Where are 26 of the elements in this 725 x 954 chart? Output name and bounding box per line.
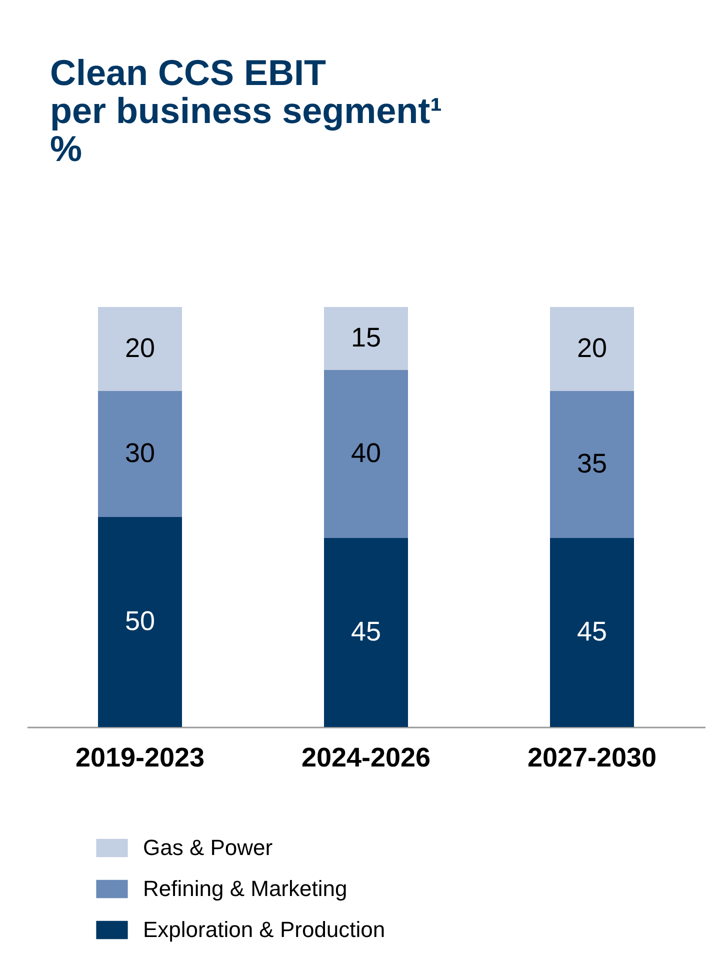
bar: [98, 517, 182, 727]
x-tick-label: 2019-2023: [75, 742, 205, 772]
data-label: 45: [576, 616, 608, 646]
data-label: 35: [576, 448, 608, 478]
legend-label: Exploration & Production: [143, 917, 386, 942]
data-label: 20: [124, 333, 156, 363]
data-label: 15: [350, 322, 382, 352]
legend-label: Gas & Power: [143, 835, 273, 860]
bar: [324, 538, 408, 727]
data-label: 40: [350, 438, 382, 468]
data-label: 20: [576, 333, 608, 363]
bar: [324, 307, 408, 370]
legend-label: Refining & Marketing: [143, 876, 348, 901]
bar: [550, 538, 634, 727]
x-tick-label: 2024-2026: [301, 742, 431, 772]
text: per business segment¹: [50, 90, 442, 131]
data-label: 50: [124, 606, 156, 636]
x-tick-label: 2027-2030: [527, 742, 657, 772]
bar: [324, 370, 408, 538]
bar: [550, 391, 634, 538]
data-label: 45: [350, 616, 382, 646]
bar: [98, 391, 182, 517]
bar: [550, 307, 634, 391]
bar: [98, 307, 182, 391]
text: Clean CCS EBIT: [50, 52, 326, 93]
data-label: 30: [124, 438, 156, 468]
